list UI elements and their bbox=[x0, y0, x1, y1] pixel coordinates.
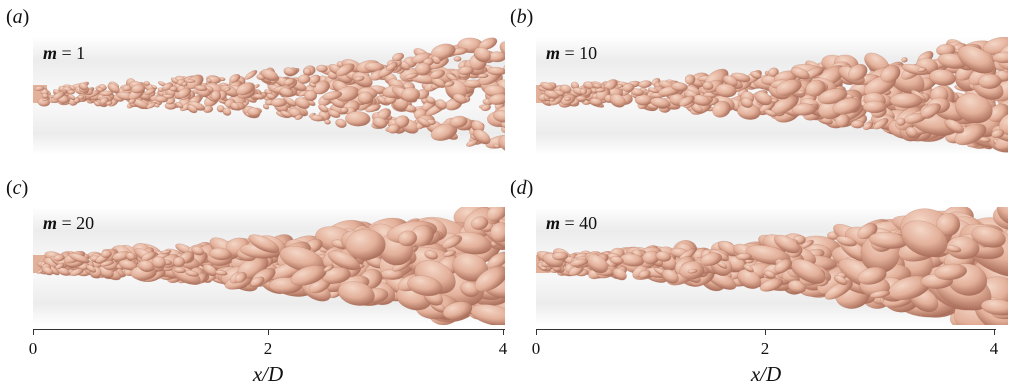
panel-label-a: (a) bbox=[6, 6, 30, 28]
x-tick-label: 2 bbox=[263, 339, 273, 358]
x-tick bbox=[994, 329, 995, 335]
x-tick-label: 4 bbox=[498, 339, 508, 358]
flow-visualization-panel-d: m = 40 bbox=[536, 207, 1008, 325]
x-tick-label: 4 bbox=[989, 339, 999, 358]
m-parameter-label: m = 10 bbox=[546, 43, 598, 63]
panel-label-b: (b) bbox=[510, 6, 534, 28]
flow-visualization-panel-a: m = 1 bbox=[33, 37, 505, 155]
x-tick bbox=[268, 329, 269, 335]
flow-visualization-panel-c: m = 20 bbox=[33, 207, 505, 325]
axis-line bbox=[33, 329, 505, 330]
x-tick-label: 0 bbox=[531, 339, 541, 358]
m-parameter-label: m = 20 bbox=[43, 213, 95, 233]
x-tick bbox=[765, 329, 766, 335]
x-tick bbox=[536, 329, 537, 335]
x-tick-label: 0 bbox=[28, 339, 38, 358]
m-parameter-label: m = 1 bbox=[43, 43, 86, 63]
panel-label-c: (c) bbox=[6, 177, 29, 199]
jet-isosurface-render bbox=[536, 207, 1008, 325]
axis-line bbox=[536, 329, 996, 330]
x-axis-title-right: x/D bbox=[750, 362, 782, 386]
x-axis-title-left: x/D bbox=[252, 362, 284, 386]
x-tick-label: 2 bbox=[760, 339, 770, 358]
jet-isosurface-render bbox=[33, 37, 505, 154]
flow-visualization-panel-b: m = 10 bbox=[536, 37, 1008, 155]
x-tick bbox=[503, 329, 504, 335]
m-parameter-label: m = 40 bbox=[546, 213, 598, 233]
panel-label-d: (d) bbox=[510, 177, 534, 199]
x-tick bbox=[33, 329, 34, 335]
jet-isosurface-render bbox=[536, 37, 1008, 153]
jet-isosurface-render bbox=[33, 207, 505, 325]
